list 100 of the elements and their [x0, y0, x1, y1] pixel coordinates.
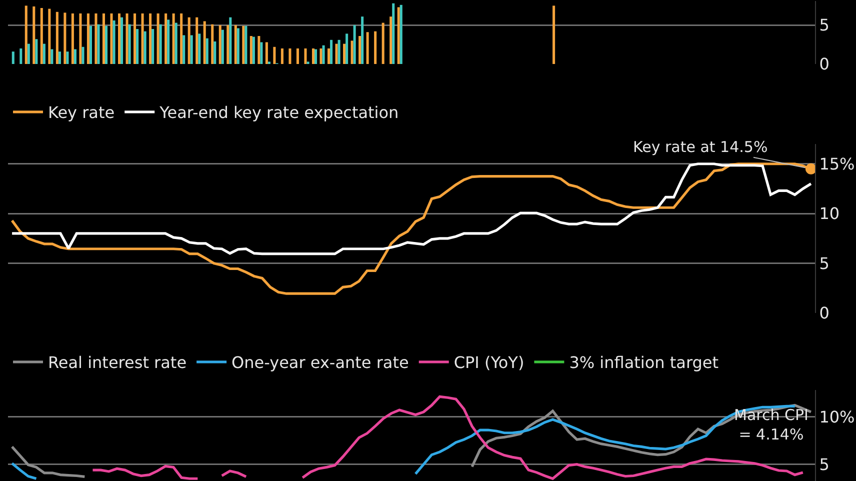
bar — [86, 13, 90, 64]
bar — [273, 46, 276, 64]
bar — [288, 48, 292, 64]
bar — [330, 40, 333, 64]
bar — [180, 13, 183, 64]
y-tick-label: 0 — [819, 54, 830, 74]
y-tick-label: 5 — [819, 254, 830, 273]
legend-label: CPI (YoY) — [454, 353, 524, 372]
bar — [66, 52, 69, 64]
bar — [218, 25, 222, 64]
bar — [242, 26, 245, 64]
bar — [250, 36, 252, 64]
bar — [118, 13, 121, 64]
bar — [226, 25, 230, 64]
annotation: March CPI = 4.14% — [734, 406, 808, 444]
bar — [167, 20, 170, 64]
bar — [172, 13, 175, 64]
bar — [335, 44, 338, 64]
bar — [40, 8, 43, 64]
bar — [390, 16, 392, 64]
legend-label: 3% inflation target — [569, 353, 719, 372]
bar — [358, 36, 362, 64]
bar — [211, 24, 214, 64]
bar — [343, 44, 346, 64]
bar — [58, 52, 61, 64]
bar — [64, 12, 66, 64]
bar — [71, 13, 74, 64]
bar — [188, 17, 190, 64]
bar — [322, 45, 325, 64]
line-series — [10, 162, 812, 256]
bar — [82, 46, 84, 64]
bar — [48, 8, 51, 64]
bar — [361, 16, 364, 64]
bar — [144, 31, 146, 64]
bar — [392, 3, 395, 64]
bar — [312, 48, 314, 64]
bar — [190, 35, 193, 64]
bar — [174, 22, 178, 64]
bar — [156, 13, 160, 64]
bar — [112, 20, 116, 64]
bar — [182, 35, 186, 64]
bar — [97, 24, 100, 64]
bar — [382, 22, 384, 64]
bar — [366, 32, 369, 64]
y-tick-label: 10 — [819, 204, 840, 224]
bar — [105, 26, 108, 64]
bar — [152, 29, 154, 64]
bar — [42, 44, 46, 64]
bar — [196, 17, 198, 64]
bar — [400, 4, 402, 64]
bar — [79, 13, 82, 64]
bar — [164, 13, 168, 64]
bar — [244, 26, 248, 64]
y-tick-label: 0 — [819, 304, 830, 323]
bar — [350, 40, 354, 64]
legend-label: Key rate — [48, 103, 115, 122]
bar — [265, 42, 268, 64]
bar — [198, 34, 201, 64]
bar — [74, 49, 76, 64]
bar — [236, 28, 240, 64]
bar — [12, 52, 14, 64]
bar — [24, 6, 28, 64]
bar — [314, 49, 318, 64]
bar — [338, 40, 340, 64]
bar — [94, 13, 98, 64]
bar — [102, 13, 105, 64]
bar — [353, 25, 356, 64]
bar — [374, 31, 377, 64]
bar — [32, 6, 36, 64]
bar — [35, 39, 38, 64]
bar — [229, 17, 232, 64]
bar — [110, 13, 113, 64]
bar — [552, 6, 556, 64]
bar — [328, 48, 330, 64]
legend-label: Real interest rate — [48, 353, 187, 372]
bar — [126, 13, 128, 64]
bar — [214, 41, 216, 64]
y-tick-label: 5 — [819, 16, 830, 35]
y-tick-label: 15% — [819, 154, 855, 174]
bar — [159, 24, 162, 64]
bar — [280, 48, 284, 64]
bar — [234, 25, 237, 64]
bar — [296, 48, 299, 64]
bar — [258, 36, 260, 64]
bar — [128, 24, 131, 64]
bar — [397, 7, 400, 64]
bar — [120, 17, 124, 64]
bar — [136, 29, 139, 64]
bar — [56, 12, 58, 64]
bar — [320, 48, 322, 64]
bar — [221, 30, 224, 64]
bar — [252, 36, 255, 64]
bar — [27, 44, 30, 64]
legend-label: One-year ex-ante rate — [232, 353, 409, 372]
bar — [149, 13, 152, 64]
bar — [203, 21, 206, 64]
bar — [89, 26, 92, 64]
annotation: Key rate at 14.5% — [633, 138, 768, 156]
bar — [141, 13, 144, 64]
bar — [304, 48, 307, 64]
